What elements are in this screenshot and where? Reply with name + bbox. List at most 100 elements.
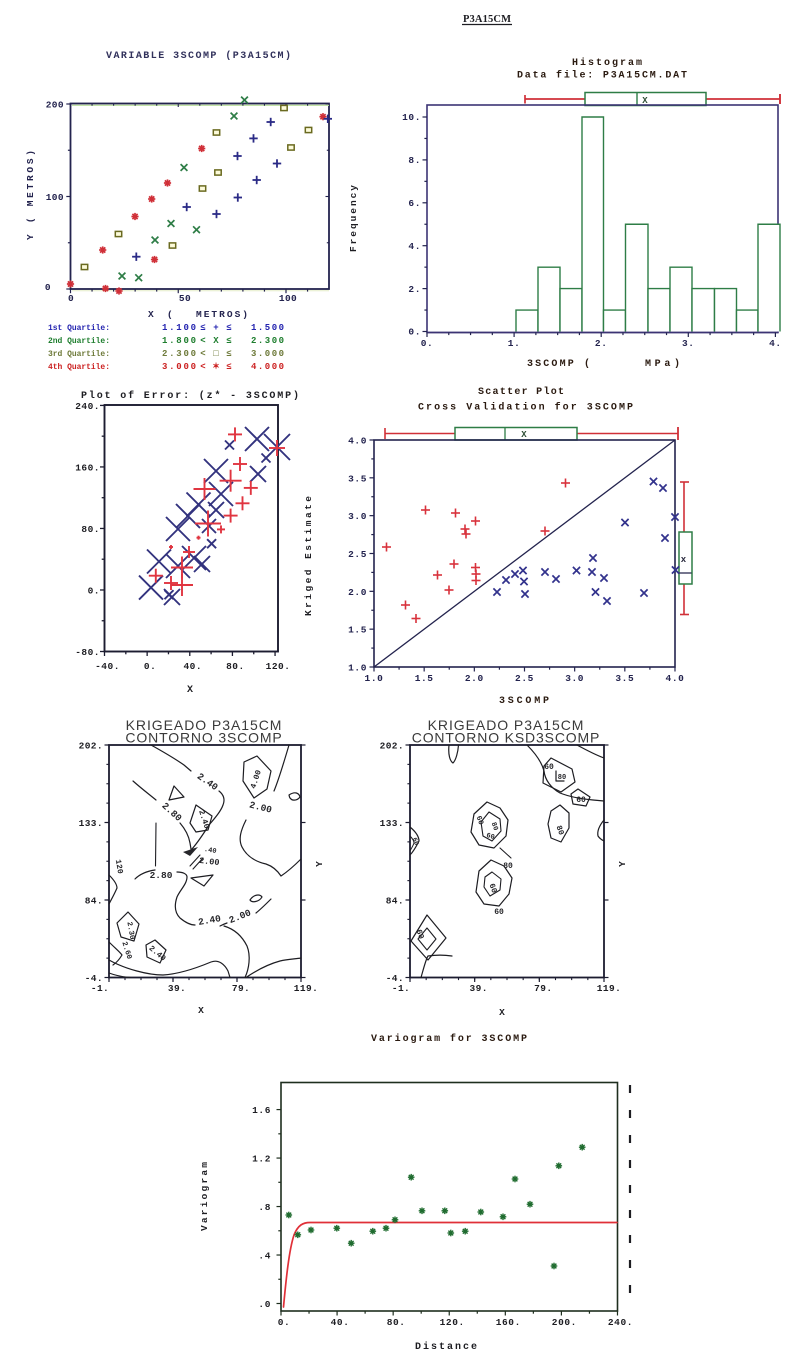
svg-text:39.: 39. [470, 983, 488, 994]
svg-text:84.: 84. [85, 896, 103, 907]
svg-text:1.0: 1.0 [365, 673, 384, 684]
svg-text:-1.: -1. [392, 983, 410, 994]
svg-text:3.0: 3.0 [348, 511, 367, 522]
svg-text:60: 60 [576, 796, 586, 805]
svg-text:0.: 0. [408, 327, 421, 338]
svg-text:1st Quartile:: 1st Quartile: [48, 324, 110, 333]
svg-text:KRIGEADO P3A15CM: KRIGEADO P3A15CM [428, 717, 585, 733]
svg-text:X: X [499, 1007, 505, 1018]
svg-text:120.: 120. [266, 661, 291, 672]
svg-text:2.00: 2.00 [199, 856, 220, 868]
svg-text:Variogram: Variogram [199, 1162, 210, 1231]
svg-text:200: 200 [46, 100, 64, 111]
svg-text:2.30: 2.30 [124, 921, 135, 941]
svg-text:60: 60 [474, 815, 485, 827]
svg-text:60: 60 [485, 832, 495, 842]
svg-text:79.: 79. [534, 983, 552, 994]
svg-text:84.: 84. [386, 896, 404, 907]
svg-text:0.: 0. [421, 338, 434, 349]
svg-text:2.0: 2.0 [465, 673, 484, 684]
svg-text:80.: 80. [387, 1317, 406, 1328]
svg-text:≤: ≤ [226, 362, 231, 372]
svg-text:1.: 1. [508, 338, 521, 349]
svg-text:.4: .4 [258, 1251, 271, 1262]
svg-text:10.: 10. [402, 112, 421, 123]
svg-text:KRIGEADO P3A15CM: KRIGEADO P3A15CM [126, 717, 283, 733]
svg-text:<: < [200, 349, 205, 359]
svg-text:≤: ≤ [226, 323, 231, 333]
svg-text:2.300: 2.300 [162, 349, 196, 359]
svg-text:4.0: 4.0 [666, 673, 685, 684]
svg-text:x: x [681, 555, 687, 565]
svg-text:202.: 202. [380, 741, 404, 752]
svg-text:<: < [200, 362, 205, 372]
svg-text:X: X [521, 430, 527, 440]
svg-text:40.: 40. [331, 1317, 350, 1328]
svg-text:3.0: 3.0 [565, 673, 584, 684]
svg-text:60: 60 [414, 928, 426, 940]
svg-text:VARIABLE 3SCOMP (P3A15CM): VARIABLE 3SCOMP (P3A15CM) [106, 50, 291, 62]
svg-text:-80.: -80. [75, 647, 100, 658]
svg-text:0.: 0. [144, 661, 156, 672]
svg-text:2.80: 2.80 [150, 870, 173, 881]
svg-text:240.: 240. [608, 1317, 633, 1328]
svg-text:Cross Validation for 3SCOMP: Cross Validation for 3SCOMP [418, 402, 633, 414]
svg-text:3.5: 3.5 [348, 473, 367, 484]
svg-text:Distance: Distance [415, 1341, 477, 1353]
svg-text:119.: 119. [597, 983, 621, 994]
svg-text:≤: ≤ [226, 336, 231, 346]
svg-text:60: 60 [494, 908, 504, 917]
svg-text:CONTORNO 3SCOMP: CONTORNO 3SCOMP [125, 730, 282, 746]
svg-text:60: 60 [544, 763, 554, 772]
svg-text:X: X [198, 1005, 204, 1016]
svg-text:240.: 240. [75, 401, 100, 412]
svg-text:1.0: 1.0 [348, 663, 367, 674]
svg-text:0.: 0. [88, 585, 100, 596]
svg-text:80: 80 [503, 862, 513, 871]
svg-text:X: X [642, 96, 648, 106]
svg-text:2.300: 2.300 [251, 336, 284, 346]
svg-text:119.: 119. [294, 983, 318, 994]
svg-text:8.: 8. [408, 155, 421, 166]
svg-text:79.: 79. [232, 983, 250, 994]
svg-text:0: 0 [68, 293, 74, 304]
svg-text:60: 60 [487, 882, 499, 894]
svg-text:Data file: P3A15CM.DAT: Data file: P3A15CM.DAT [517, 70, 687, 82]
svg-text:CONTORNO KSD3SCOMP: CONTORNO KSD3SCOMP [412, 730, 601, 746]
svg-text:2.5: 2.5 [348, 549, 367, 560]
svg-text:1.5: 1.5 [415, 673, 434, 684]
svg-text:-40.: -40. [95, 661, 120, 672]
svg-text:0.: 0. [278, 1317, 291, 1328]
svg-text:Y: Y [314, 861, 325, 867]
svg-text:-4.: -4. [85, 973, 103, 984]
svg-text:Y ( METROS): Y ( METROS) [25, 150, 36, 240]
svg-text:3.000: 3.000 [162, 362, 196, 372]
svg-text:✶: ✶ [212, 362, 220, 372]
svg-text:2nd Quartile:: 2nd Quartile: [48, 337, 110, 346]
svg-text:□: □ [213, 349, 219, 359]
svg-text:80.: 80. [81, 524, 100, 535]
svg-text:6.: 6. [408, 198, 421, 209]
svg-text:2.00: 2.00 [248, 799, 273, 815]
svg-text:120.: 120. [440, 1317, 465, 1328]
svg-text:2.40: 2.40 [197, 913, 222, 928]
svg-text:60: 60 [411, 837, 420, 847]
svg-text:2.: 2. [595, 338, 608, 349]
svg-text:4.000: 4.000 [251, 362, 284, 372]
svg-text:.0: .0 [258, 1299, 271, 1310]
svg-text:1.2: 1.2 [252, 1154, 271, 1165]
svg-text:.40: .40 [203, 846, 217, 856]
svg-text:-4.: -4. [386, 973, 404, 984]
svg-text:80: 80 [558, 774, 566, 782]
svg-text:≤: ≤ [226, 349, 231, 359]
svg-text:202.: 202. [79, 741, 103, 752]
svg-text:4.: 4. [769, 338, 782, 349]
svg-text:80: 80 [489, 821, 499, 832]
svg-text:133.: 133. [380, 818, 404, 829]
svg-text:≤: ≤ [200, 323, 205, 333]
svg-text:80: 80 [554, 824, 566, 836]
svg-text:<: < [200, 336, 205, 346]
svg-text:2.5: 2.5 [515, 673, 534, 684]
svg-text:160.: 160. [75, 462, 100, 473]
svg-text:.8: .8 [258, 1202, 271, 1213]
